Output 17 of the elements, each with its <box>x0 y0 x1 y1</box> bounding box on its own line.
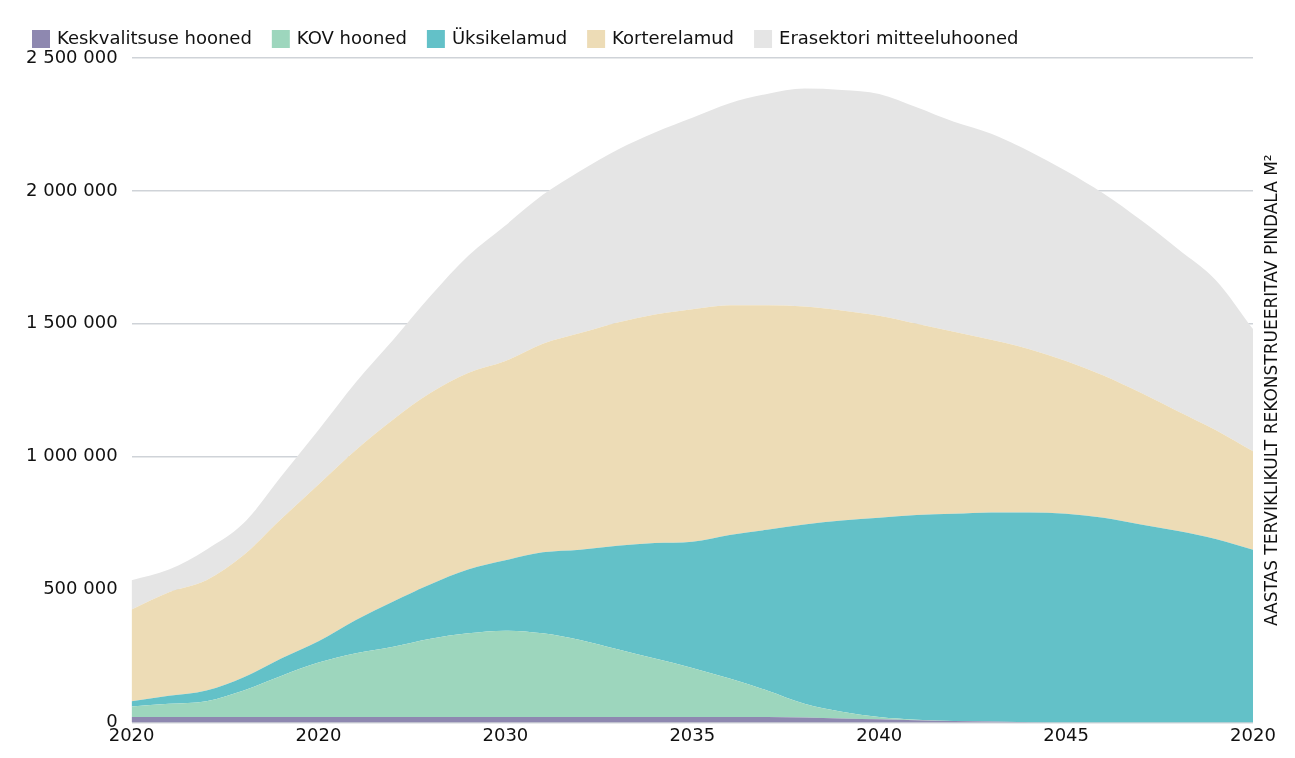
y-tick-label: 2 000 000 <box>26 178 118 200</box>
x-tick-label: 2020 <box>1230 723 1276 745</box>
x-tick-label: 2020 <box>295 723 342 745</box>
y-axis-title: AASTAS TERVIKLIKULT REKONSTRUEERITAV PINDALA M² <box>1261 154 1282 627</box>
y-tick-label: 500 000 <box>43 577 118 599</box>
legend-label: KOV hooned <box>296 26 407 48</box>
x-tick-label: 2040 <box>856 723 903 745</box>
legend-label: Erasektori mitteeluhooned <box>779 26 1019 48</box>
x-tick-label: 2030 <box>482 723 529 745</box>
y-tick-label: 1 500 000 <box>26 311 118 333</box>
legend-label: Keskvalitsuse hooned <box>57 26 252 48</box>
x-tick-label: 2035 <box>669 723 716 745</box>
x-tick-label: 2045 <box>1043 723 1090 745</box>
legend-label: Korterelamud <box>612 26 735 48</box>
y-tick-label: 2 500 000 <box>26 45 118 67</box>
y-tick-label: 1 000 000 <box>26 444 118 466</box>
legend-label: Üksikelamud <box>451 26 568 48</box>
